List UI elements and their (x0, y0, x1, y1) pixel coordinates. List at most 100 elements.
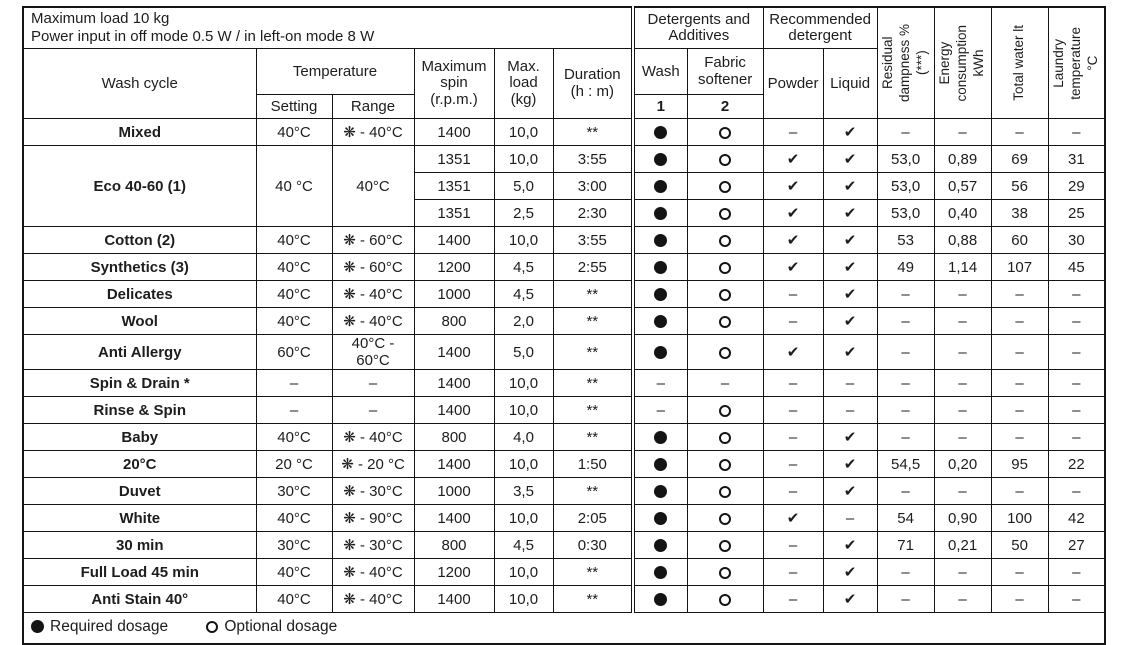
check-icon: ✔ (786, 205, 800, 222)
header-max-load: Max. load (kg) (493, 48, 554, 119)
dash: – (720, 374, 730, 392)
wash-dosage (631, 280, 688, 308)
total-water: 107 (990, 253, 1049, 281)
optional-dosage-icon (719, 153, 732, 166)
softener-dosage (686, 199, 764, 227)
check-icon: ✔ (843, 313, 857, 330)
max-load: 10,0 (493, 504, 554, 532)
temp-range: ❋ - 40°C (331, 280, 415, 308)
duration: 3:55 (552, 226, 634, 254)
duration: 2:55 (552, 253, 634, 281)
table-row: 20°C 20 °C ❋ - 20 °C 1400 10,0 1:50 – ✔ 54,5 0,20… (22, 450, 1106, 478)
table-row: White 40°C ❋ - 90°C 1400 10,0 2:05 ✔ – 54 0,90 100… (22, 504, 1106, 532)
temp-setting: 60°C (255, 334, 333, 370)
max-load: 4,5 (493, 253, 554, 281)
dash: – (845, 374, 855, 392)
max-load: 4,0 (493, 423, 554, 451)
laundry-temperature: – (1047, 118, 1106, 146)
header-temperature: Temperature (255, 48, 415, 95)
residual-dampness: 53 (876, 226, 935, 254)
wash-dosage (631, 504, 688, 532)
header-row-1: Maximum load 10 kg Power input in off mo… (22, 6, 1106, 119)
max-spin: 800 (413, 307, 495, 335)
optional-dosage-icon (719, 566, 732, 579)
liquid-dosage: ✔ (822, 477, 878, 505)
required-dosage-icon (654, 315, 668, 329)
table-row: Wool 40°C ❋ - 40°C 800 2,0 ** – ✔ – – – – (22, 307, 1106, 335)
temp-setting: 30°C (255, 531, 333, 559)
cycle-name: Synthetics (3) (22, 253, 257, 281)
optional-dosage-icon (719, 207, 732, 220)
temp-range: ❋ - 40°C (331, 423, 415, 451)
residual-dampness: 49 (876, 253, 935, 281)
cycle-name: 30 min (22, 531, 257, 559)
liquid-dosage: ✔ (822, 280, 878, 308)
powder-dosage: – (762, 585, 824, 613)
total-water: 60 (990, 226, 1049, 254)
total-water: – (990, 369, 1049, 397)
residual-dampness: – (876, 307, 935, 335)
duration: ** (552, 307, 634, 335)
header-wash-number: 1 (631, 94, 688, 119)
duration: ** (552, 280, 634, 308)
cycle-name: Eco 40-60 (1) (22, 145, 257, 227)
softener-dosage: – (686, 369, 764, 397)
duration: ** (552, 334, 634, 370)
duration: ** (552, 585, 634, 613)
cycle-name: White (22, 504, 257, 532)
residual-dampness: – (876, 558, 935, 586)
wash-dosage (631, 585, 688, 613)
liquid-dosage: ✔ (822, 531, 878, 559)
max-spin: 1200 (413, 558, 495, 586)
temp-setting: – (255, 396, 333, 424)
powder-dosage: – (762, 396, 824, 424)
cycle-name: Cotton (2) (22, 226, 257, 254)
machine-info: Maximum load 10 kg Power input in off mo… (22, 6, 634, 49)
cycle-name: Spin & Drain * (22, 369, 257, 397)
max-load: 3,5 (493, 477, 554, 505)
header-softener-number: 2 (686, 94, 764, 119)
wash-dosage (631, 253, 688, 281)
residual-dampness: 53,0 (876, 172, 935, 200)
max-spin: 1000 (413, 477, 495, 505)
liquid-dosage: ✔ (822, 307, 878, 335)
wash-dosage (631, 423, 688, 451)
residual-dampness: – (876, 334, 935, 370)
powder-dosage: ✔ (762, 145, 824, 173)
temp-setting: – (255, 369, 333, 397)
liquid-dosage: ✔ (822, 199, 878, 227)
temp-range: ❋ - 40°C (331, 585, 415, 613)
total-water: – (990, 396, 1049, 424)
temp-range: ❋ - 20 °C (331, 450, 415, 478)
dash: – (788, 455, 798, 473)
duration: ** (552, 369, 634, 397)
wash-dosage (631, 307, 688, 335)
required-dosage-icon (654, 458, 668, 472)
softener-dosage (686, 334, 764, 370)
required-dosage-icon (654, 431, 668, 445)
dash: – (845, 401, 855, 419)
wash-dosage: – (631, 396, 688, 424)
max-load: 10,0 (493, 450, 554, 478)
liquid-dosage: ✔ (822, 226, 878, 254)
check-icon: ✔ (786, 232, 800, 249)
liquid-dosage: ✔ (822, 423, 878, 451)
table-row: Eco 40-60 (1) 40 °C 40°C 1351 10,0 3:55 ✔ ✔ 53,0… (22, 145, 1106, 227)
energy-consumption: 0,20 (933, 450, 992, 478)
energy-consumption: – (933, 477, 992, 505)
temp-range: 40°C (331, 145, 415, 227)
max-load-info: Maximum load 10 kg (31, 10, 170, 27)
header-setting: Setting (255, 94, 333, 119)
energy-consumption: – (933, 307, 992, 335)
table-row: Anti Stain 40° 40°C ❋ - 40°C 1400 10,0 ** – ✔ – –… (22, 585, 1106, 613)
energy-consumption: 0,40 (933, 199, 992, 227)
wash-dosage (631, 334, 688, 370)
required-dosage-icon (654, 153, 668, 167)
check-icon: ✔ (843, 591, 857, 608)
temp-range: – (331, 369, 415, 397)
required-dosage-icon (654, 126, 668, 140)
powder-dosage: ✔ (762, 504, 824, 532)
laundry-temperature: 22 (1047, 450, 1106, 478)
table-row: Mixed 40°C ❋ - 40°C 1400 10,0 ** – ✔ – – – – (22, 118, 1106, 146)
max-load: 10,0 (493, 585, 554, 613)
